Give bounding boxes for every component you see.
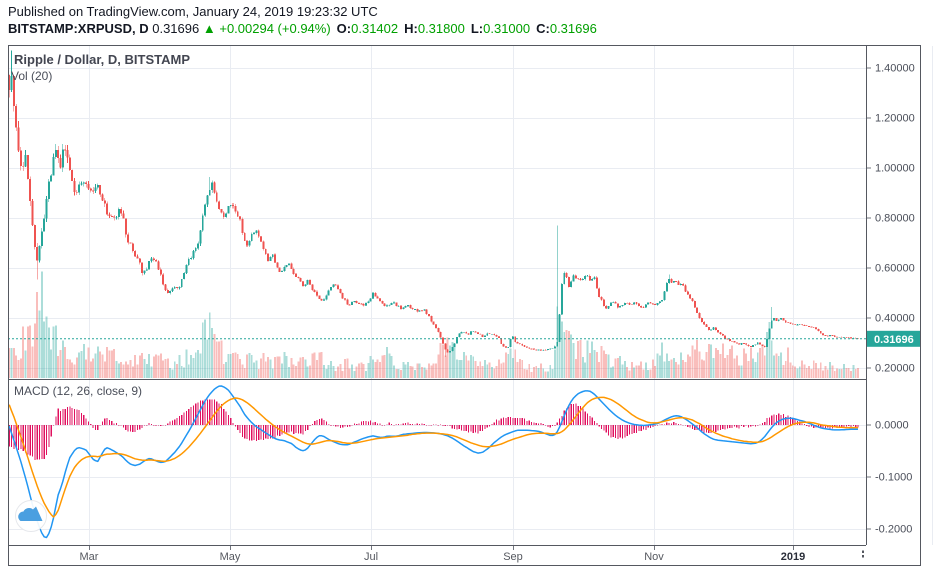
price-axis-label: 1.00000 [875, 163, 915, 175]
macd-axis[interactable]: 0.0000 -0.1000 -0.2000 [866, 420, 912, 536]
time-axis-label: 2019 [781, 551, 805, 563]
macd-indicator-label: MACD (12, 26, close, 9) [14, 384, 142, 398]
time-axis-label: May [220, 551, 241, 563]
last-price-badge-label: 0.31696 [874, 334, 914, 346]
open-value: 0.31402 [351, 21, 399, 36]
high-label: H: [404, 21, 418, 36]
price-axis-label: 0.20000 [875, 363, 915, 375]
high-value: 0.31800 [417, 21, 465, 36]
tradingview-logo-watermark [15, 500, 47, 532]
last-price-badge: 0.31696 [866, 330, 921, 347]
volume-bars [8, 271, 860, 378]
published-line: Published on TradingView.com, January 24… [8, 4, 378, 19]
price-axis-label: 1.40000 [875, 63, 915, 75]
price-axis-label: 0.40000 [875, 313, 915, 325]
price-axis-label: 0.80000 [875, 213, 915, 225]
grid-lines [8, 46, 933, 545]
time-axis[interactable]: Mar May Jul Sep Nov 2019 [80, 545, 806, 563]
chart-frame-borders [8, 45, 921, 566]
time-axis-label: Nov [644, 551, 664, 563]
price-axis-label: 1.20000 [875, 113, 915, 125]
pane-title: Ripple / Dollar, D, BITSTAMP [14, 52, 190, 67]
price-axis-label: 0.60000 [875, 263, 915, 275]
last-price: 0.31696 [152, 21, 200, 36]
price-change: +0.00294 (+0.94%) [219, 21, 331, 36]
close-value: 0.31696 [549, 21, 597, 36]
price-axis[interactable]: 1.40000 1.20000 1.00000 0.80000 0.60000 0.400… [866, 63, 915, 375]
mountain-cloud-icon [18, 506, 43, 521]
time-axis-label: Sep [503, 551, 523, 563]
low-label: L: [470, 21, 484, 36]
symbol-interval: BITSTAMP:XRPUSD, D [8, 21, 149, 36]
time-axis-label: Jul [364, 551, 378, 563]
macd-axis-label: -0.1000 [875, 472, 912, 484]
macd-pane[interactable] [8, 385, 859, 539]
macd-signal-line [8, 396, 858, 518]
up-arrow-icon: ▲ [202, 21, 216, 36]
open-label: O: [336, 21, 352, 36]
macd-histogram [8, 399, 859, 460]
close-label: C: [536, 21, 550, 36]
macd-axis-label: -0.2000 [875, 524, 912, 536]
low-value: 0.31000 [483, 21, 531, 36]
time-axis-partial-label-glyph [862, 550, 864, 558]
macd-axis-label: 0.0000 [875, 420, 909, 432]
symbol-status-line: BITSTAMP:XRPUSD, D 0.31696 ▲ +0.00294 (+… [8, 21, 597, 51]
time-axis-label: Mar [80, 551, 99, 563]
macd-line [8, 385, 858, 539]
volume-indicator-label: Vol (20) [11, 69, 52, 83]
candlestick-series[interactable] [8, 50, 860, 357]
